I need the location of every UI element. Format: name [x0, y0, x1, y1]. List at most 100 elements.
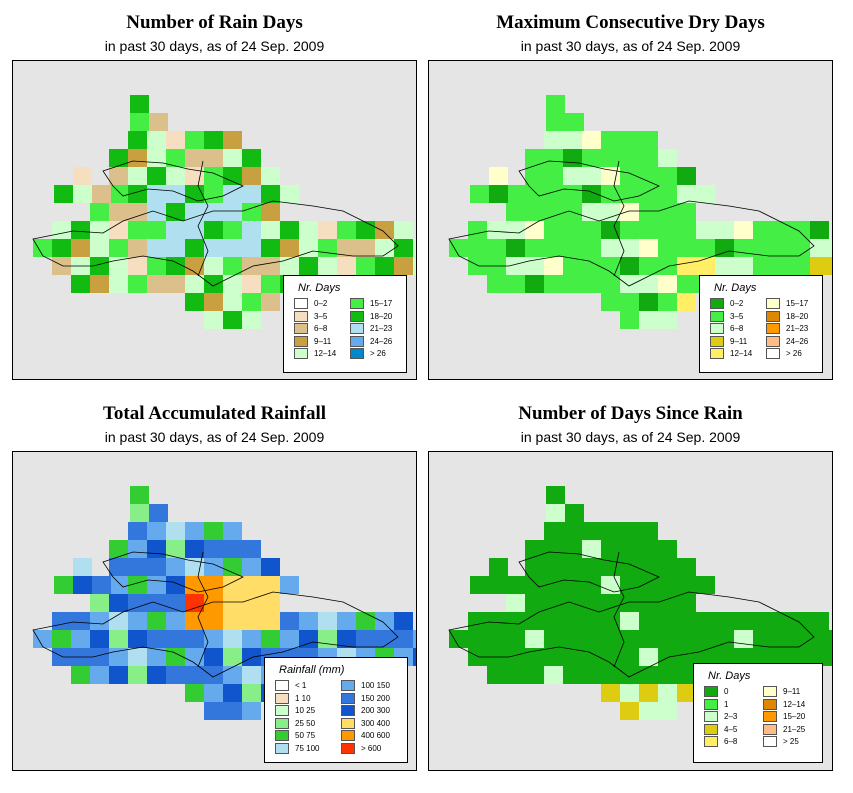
grid-cell [261, 558, 280, 576]
grid-cell [128, 257, 147, 275]
grid-cell [242, 275, 261, 293]
legend-swatch [275, 730, 289, 741]
grid-cell [677, 293, 696, 311]
grid-cell [147, 612, 166, 630]
chart-title: Maximum Consecutive Dry Days [496, 12, 765, 33]
grid-cell [299, 239, 318, 257]
grid-cell [544, 149, 563, 167]
legend-swatch [275, 705, 289, 716]
grid-cell [544, 167, 563, 185]
grid-cell [204, 185, 223, 203]
grid-cell [677, 576, 696, 594]
legend-label: 300 400 [361, 718, 390, 728]
grid-cell [223, 257, 242, 275]
legend-label: 4–5 [724, 724, 738, 734]
legend-label: 6–8 [730, 324, 744, 333]
grid-cell [318, 221, 337, 239]
dry-days-grid [448, 95, 832, 329]
legend-label: 12–14 [783, 699, 806, 709]
grid-cell [242, 612, 261, 630]
grid-cell [658, 311, 677, 329]
grid-cell [394, 221, 413, 239]
legend-swatch [275, 742, 289, 754]
grid-cell [658, 648, 677, 666]
legend-label: > 25 [783, 737, 799, 746]
legend-label: 9–11 [314, 336, 332, 346]
grid-cell [128, 576, 147, 594]
grid-cell [677, 239, 696, 257]
grid-cell [791, 239, 810, 257]
grid-cell [508, 185, 527, 203]
grid-cell [620, 648, 639, 666]
grid-cell [242, 203, 261, 221]
grid-cell [52, 257, 71, 275]
grid-cell [204, 540, 223, 558]
grid-cell [525, 221, 544, 239]
grid-cell [525, 612, 544, 630]
grid-cell [280, 630, 299, 648]
days-since-rain-grid [448, 486, 832, 720]
grid-cell [128, 203, 147, 221]
grid-cell [54, 576, 73, 594]
grid-cell [525, 149, 544, 167]
grid-cell [128, 648, 147, 666]
grid-cell [242, 576, 261, 594]
legend-swatch [704, 711, 718, 722]
grid-cell [791, 630, 810, 648]
grid-cell [109, 239, 128, 257]
grid-cell [544, 648, 563, 666]
grid-cell [753, 239, 772, 257]
grid-cell [734, 648, 753, 666]
grid-cell [677, 275, 696, 293]
grid-cell [128, 185, 147, 203]
chart-title: Number of Rain Days [126, 12, 303, 33]
grid-cell [166, 275, 185, 293]
grid-cell [677, 185, 696, 203]
grid-cell [33, 630, 52, 648]
grid-cell [546, 95, 565, 113]
grid-cell [356, 221, 375, 239]
grid-cell [639, 684, 658, 702]
grid-cell [149, 113, 168, 131]
grid-cell [696, 576, 715, 594]
grid-cell [639, 558, 658, 576]
grid-cell [204, 612, 223, 630]
legend-label: 6–8 [314, 324, 328, 333]
grid-cell [128, 149, 147, 167]
grid-cell [677, 648, 696, 666]
grid-cell [620, 576, 639, 594]
legend-title: Nr. Days [298, 282, 341, 294]
grid-cell [791, 648, 810, 666]
grid-cell [394, 630, 413, 648]
grid-cell [109, 648, 128, 666]
grid-cell [677, 203, 696, 221]
grid-cell [242, 684, 261, 702]
legend-label: 18–20 [786, 311, 809, 321]
legend-swatch [341, 730, 355, 741]
grid-cell [223, 275, 242, 293]
grid-cell [658, 185, 677, 203]
grid-cell [620, 221, 639, 239]
grid-cell [204, 594, 223, 612]
grid-cell [468, 239, 487, 257]
grid-cell [470, 576, 489, 594]
grid-cell [280, 239, 299, 257]
chart-subtitle: in past 30 days, as of 24 Sep. 2009 [520, 429, 741, 445]
grid-cell [696, 239, 715, 257]
grid-cell [658, 167, 677, 185]
grid-cell [658, 221, 677, 239]
grid-cell [620, 594, 639, 612]
dry-days-panel: Maximum Consecutive Dry Days in past 30 … [428, 10, 833, 382]
grid-cell [601, 522, 620, 540]
grid-cell [204, 257, 223, 275]
grid-cell [489, 576, 508, 594]
grid-cell [487, 666, 506, 684]
grid-cell [506, 594, 525, 612]
grid-cell [658, 239, 677, 257]
grid-cell [620, 612, 639, 630]
grid-cell [601, 293, 620, 311]
grid-cell [147, 522, 166, 540]
legend-label: 15–17 [786, 299, 809, 308]
grid-cell [242, 702, 261, 720]
grid-cell [525, 558, 544, 576]
